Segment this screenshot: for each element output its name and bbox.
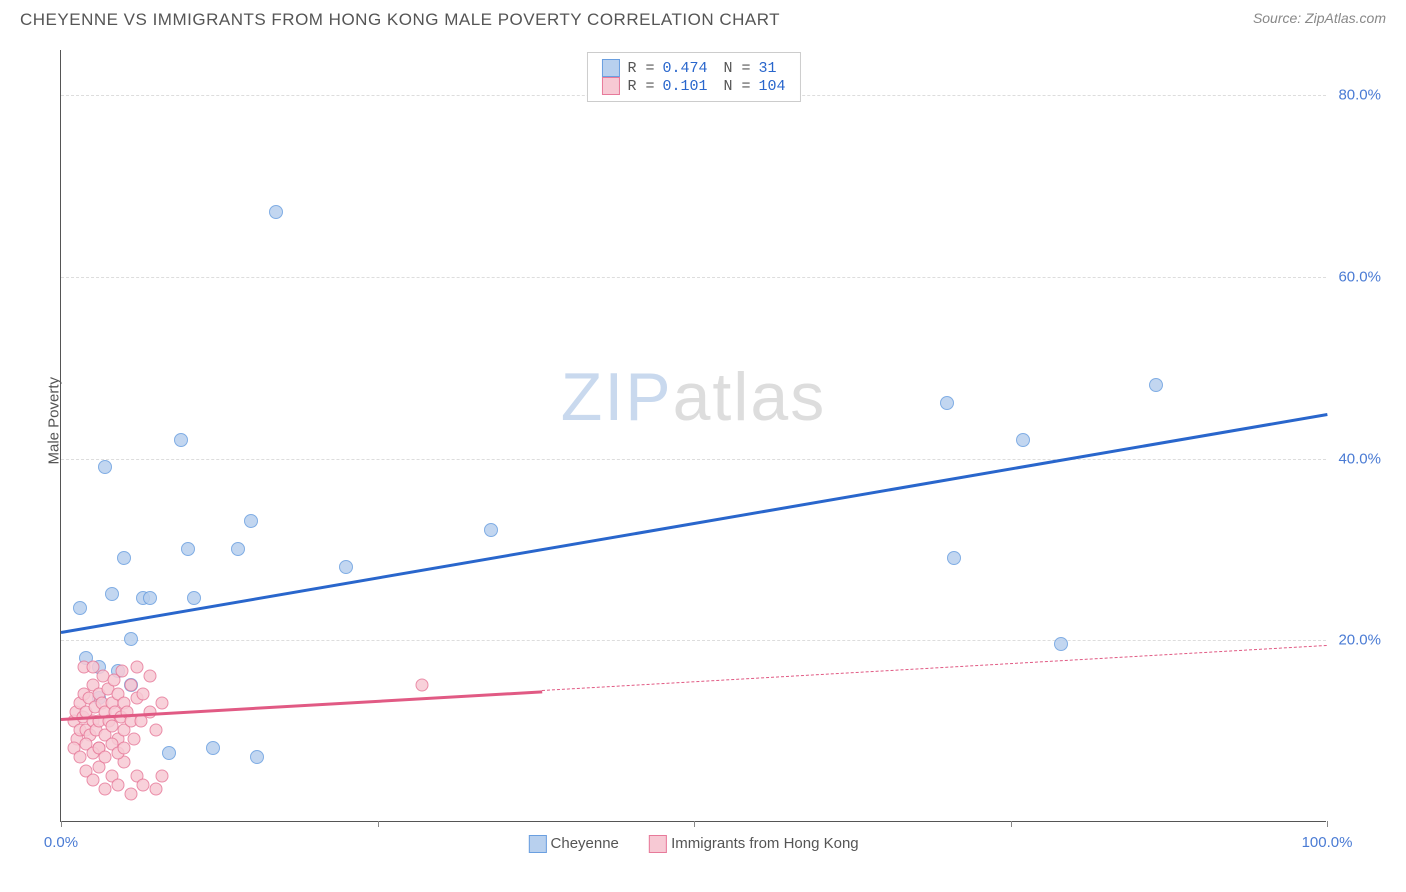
scatter-point: [484, 523, 498, 537]
chart-title: CHEYENNE VS IMMIGRANTS FROM HONG KONG MA…: [20, 10, 780, 30]
chart-header: CHEYENNE VS IMMIGRANTS FROM HONG KONG MA…: [0, 0, 1406, 30]
scatter-point: [105, 587, 119, 601]
scatter-point: [86, 660, 99, 673]
watermark-post: atlas: [673, 359, 827, 435]
n-label: N =: [724, 78, 751, 95]
r-value: 0.101: [662, 78, 707, 95]
gridline: [61, 459, 1326, 460]
scatter-point: [187, 591, 201, 605]
scatter-point: [244, 514, 258, 528]
scatter-point: [111, 778, 124, 791]
legend-swatch: [649, 835, 667, 853]
x-tick-mark: [1327, 821, 1328, 827]
scatter-point: [118, 742, 131, 755]
scatter-point: [156, 696, 169, 709]
scatter-point: [124, 632, 138, 646]
legend-swatch: [528, 835, 546, 853]
legend-item: Cheyenne: [528, 835, 619, 853]
n-label: N =: [724, 60, 751, 77]
scatter-point: [99, 751, 112, 764]
x-tick-mark: [61, 821, 62, 827]
scatter-point: [269, 205, 283, 219]
n-value: 31: [759, 60, 777, 77]
r-value: 0.474: [662, 60, 707, 77]
gridline: [61, 277, 1326, 278]
series-legend: Cheyenne Immigrants from Hong Kong: [528, 835, 858, 853]
scatter-point: [156, 769, 169, 782]
legend-row: R = 0.474 N = 31: [601, 59, 785, 77]
scatter-point: [73, 751, 86, 764]
scatter-point: [162, 746, 176, 760]
scatter-point: [339, 560, 353, 574]
scatter-point: [415, 678, 428, 691]
scatter-point: [149, 724, 162, 737]
y-tick-label: 20.0%: [1338, 632, 1381, 649]
scatter-point: [124, 678, 137, 691]
x-tick-label: 0.0%: [44, 834, 78, 851]
legend-label: Immigrants from Hong Kong: [671, 835, 859, 852]
n-value: 104: [759, 78, 786, 95]
scatter-point: [137, 687, 150, 700]
scatter-point: [940, 396, 954, 410]
y-tick-label: 80.0%: [1338, 87, 1381, 104]
scatter-point: [206, 741, 220, 755]
legend-swatch: [601, 59, 619, 77]
source-label: Source: ZipAtlas.com: [1253, 10, 1386, 26]
scatter-point: [1054, 637, 1068, 651]
scatter-point: [143, 591, 157, 605]
x-tick-mark: [378, 821, 379, 827]
scatter-point: [115, 665, 128, 678]
x-tick-mark: [1011, 821, 1012, 827]
scatter-point: [231, 542, 245, 556]
gridline: [61, 640, 1326, 641]
scatter-point: [1149, 378, 1163, 392]
scatter-point: [117, 551, 131, 565]
scatter-point: [1016, 433, 1030, 447]
scatter-point: [181, 542, 195, 556]
legend-label: Cheyenne: [551, 835, 619, 852]
x-tick-label: 100.0%: [1302, 834, 1353, 851]
r-label: R =: [627, 78, 654, 95]
scatter-point: [174, 433, 188, 447]
trend-line-dashed: [542, 645, 1327, 691]
watermark-pre: ZIP: [561, 359, 673, 435]
scatter-point: [99, 783, 112, 796]
scatter-point: [149, 783, 162, 796]
watermark: ZIPatlas: [561, 358, 826, 436]
x-tick-mark: [694, 821, 695, 827]
y-tick-label: 40.0%: [1338, 450, 1381, 467]
legend-item: Immigrants from Hong Kong: [649, 835, 859, 853]
correlation-legend: R = 0.474 N = 31 R = 0.101 N = 104: [586, 52, 800, 102]
scatter-point: [86, 774, 99, 787]
chart-container: Male Poverty ZIPatlas R =0.474N = 31R = …: [50, 50, 1386, 862]
r-label: R =: [627, 60, 654, 77]
scatter-point: [128, 733, 141, 746]
y-tick-label: 60.0%: [1338, 269, 1381, 286]
legend-row: R = 0.101 N = 104: [601, 77, 785, 95]
scatter-point: [143, 669, 156, 682]
scatter-point: [124, 787, 137, 800]
scatter-point: [98, 460, 112, 474]
scatter-point: [130, 660, 143, 673]
plot-area: ZIPatlas R =0.474N = 31R = 0.101N =104 C…: [60, 50, 1326, 822]
scatter-point: [947, 551, 961, 565]
scatter-point: [250, 750, 264, 764]
scatter-point: [137, 778, 150, 791]
legend-swatch: [601, 77, 619, 95]
scatter-point: [73, 601, 87, 615]
